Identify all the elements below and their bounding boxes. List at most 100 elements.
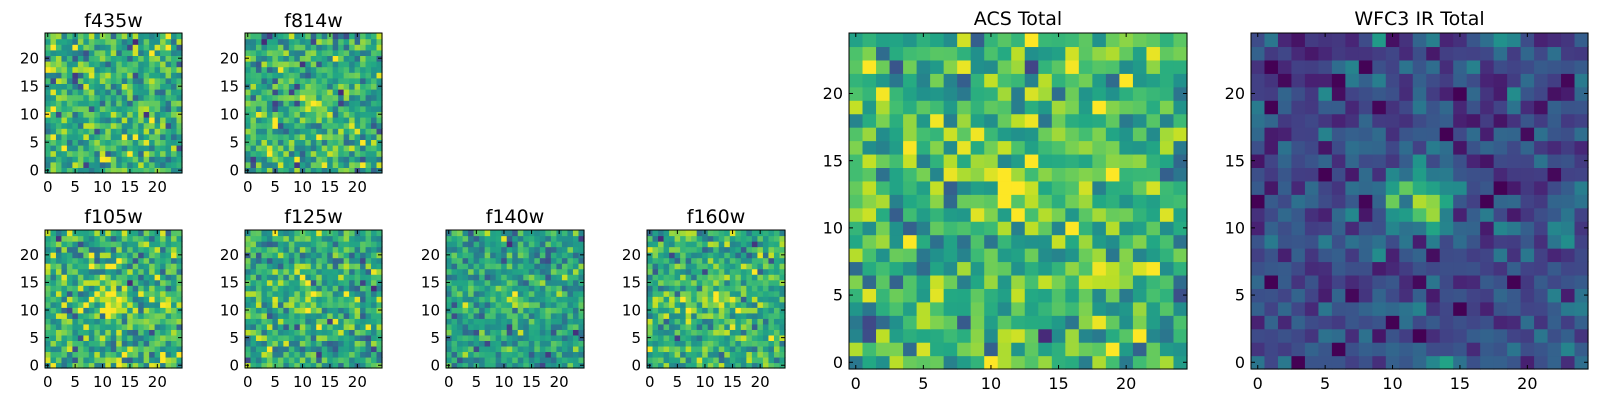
heatmap-cell: [66, 49, 73, 56]
heatmap-cell: [154, 301, 161, 308]
heatmap-cell: [354, 290, 361, 297]
heatmap-cell: [512, 312, 519, 319]
heatmap-cell: [294, 150, 301, 157]
heatmap-cell: [349, 268, 356, 275]
heatmap-cell: [1318, 180, 1333, 195]
heatmap-cell: [713, 274, 720, 281]
heatmap-cell: [132, 100, 139, 107]
heatmap-cell: [371, 312, 378, 319]
heatmap-cell: [1092, 207, 1107, 222]
heatmap-cell: [903, 167, 918, 182]
heatmap-cell: [729, 252, 736, 259]
heatmap-cell: [943, 59, 958, 74]
heatmap-cell: [376, 263, 383, 270]
heatmap-cell: [567, 334, 574, 341]
heatmap-cell: [332, 38, 339, 45]
heatmap-cell: [77, 117, 84, 124]
heatmap-cell: [1105, 221, 1120, 236]
heatmap-cell: [261, 323, 268, 330]
heatmap-cell: [261, 161, 268, 168]
heatmap-cell: [310, 77, 317, 84]
heatmap-cell: [116, 351, 123, 358]
heatmap-cell: [702, 263, 709, 270]
heatmap-cell: [77, 268, 84, 275]
heatmap-cell: [1318, 234, 1333, 249]
heatmap-cell: [685, 230, 692, 237]
heatmap-cell: [365, 235, 372, 242]
heatmap-cell: [930, 248, 945, 263]
heatmap-cell: [255, 139, 263, 146]
heatmap-cell: [943, 301, 958, 316]
heatmap-cell: [255, 334, 263, 341]
heatmap-cell: [245, 301, 252, 308]
heatmap-cell: [310, 230, 317, 237]
heatmap-cell: [360, 150, 367, 157]
heatmap-cell: [1358, 261, 1373, 276]
heatmap-cell: [343, 156, 350, 163]
heatmap-cell: [1385, 207, 1400, 222]
heatmap-cell: [245, 61, 252, 68]
heatmap-cell: [495, 345, 502, 353]
heatmap-cell: [751, 252, 758, 259]
heatmap-cell: [512, 235, 519, 242]
heatmap-cell: [997, 140, 1012, 155]
heatmap-cell: [83, 139, 90, 146]
axes-frame: [445, 229, 585, 369]
heatmap-cell: [696, 268, 703, 275]
heatmap-cell: [255, 296, 263, 303]
heatmap-cell: [127, 122, 134, 129]
heatmap-cell: [528, 252, 535, 259]
heatmap-cell: [889, 127, 904, 142]
heatmap-cell: [277, 263, 284, 270]
heatmap-cell: [572, 279, 580, 286]
heatmap-cell: [349, 329, 356, 336]
heatmap-cell: [261, 257, 268, 264]
heatmap-cell: [250, 150, 257, 157]
heatmap-cell: [105, 268, 112, 275]
heatmap-cell: [724, 257, 731, 264]
heatmap-cell: [718, 345, 725, 353]
heatmap-cell: [327, 145, 334, 152]
heatmap-cell: [77, 77, 84, 84]
heatmap-cell: [1011, 59, 1026, 74]
heatmap-cell: [663, 323, 670, 330]
heatmap-cell: [506, 279, 513, 286]
heatmap-cell: [110, 66, 117, 73]
heatmap-cell: [1038, 342, 1053, 357]
heatmap-cell: [116, 77, 123, 84]
heatmap-cell: [371, 89, 378, 96]
y-tick-label: 20: [20, 246, 39, 264]
heatmap-cell: [762, 268, 770, 275]
heatmap-cell: [327, 55, 334, 62]
heatmap-cell: [343, 167, 350, 174]
heatmap-cell: [138, 318, 145, 325]
heatmap-cell: [127, 117, 134, 124]
heatmap-cell: [305, 139, 312, 146]
heatmap-cell: [294, 307, 301, 314]
heatmap-cell: [283, 77, 290, 84]
heatmap-cell: [943, 180, 958, 195]
heatmap-cell: [550, 285, 557, 292]
heatmap-cell: [272, 263, 279, 270]
heatmap-cell: [1426, 301, 1441, 316]
heatmap-cell: [735, 301, 742, 308]
heatmap-cell: [539, 268, 546, 275]
heatmap-cell: [970, 180, 985, 195]
heatmap-cell: [343, 230, 350, 237]
heatmap-cell: [160, 241, 167, 248]
heatmap-cell: [647, 323, 654, 330]
heatmap-cell: [160, 318, 167, 325]
heatmap-cell: [283, 257, 290, 264]
heatmap-cell: [773, 230, 781, 237]
heatmap-cell: [523, 246, 530, 253]
heatmap-cell: [299, 117, 306, 124]
heatmap-cell: [310, 312, 317, 319]
heatmap-cell: [1119, 234, 1134, 249]
heatmap-cell: [1399, 301, 1414, 316]
heatmap-cell: [451, 345, 458, 353]
heatmap-cell: [154, 55, 161, 62]
heatmap-cell: [72, 161, 79, 168]
heatmap-cell: [143, 246, 150, 253]
heatmap-cell: [327, 274, 334, 281]
heatmap-cell: [250, 235, 257, 242]
